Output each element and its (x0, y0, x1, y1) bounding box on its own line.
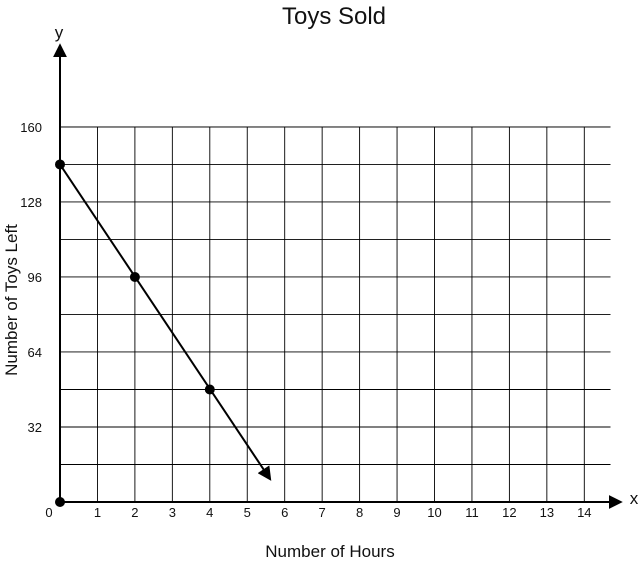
data-point (204, 384, 215, 395)
x-tick-label: 1 (94, 505, 101, 520)
series (55, 159, 272, 507)
data-point (55, 159, 65, 170)
x-tick-label: 9 (393, 505, 400, 520)
grid (60, 126, 611, 502)
y-axis-letter: y (55, 23, 64, 42)
origin-point (55, 497, 65, 507)
x-tick-label: 2 (131, 505, 138, 520)
x-tick-label: 12 (502, 505, 516, 520)
x-tick-label: 4 (206, 505, 213, 520)
x-axis-title: Number of Hours (265, 542, 394, 561)
y-tick-label: 160 (20, 120, 42, 135)
y-tick-label: 32 (28, 420, 42, 435)
chart-title: Toys Sold (282, 3, 386, 30)
data-point (129, 271, 140, 282)
y-tick-label: 128 (20, 195, 42, 210)
x-tick-label: 5 (244, 505, 251, 520)
x-tick-label: 10 (427, 505, 441, 520)
x-tick-label: 14 (577, 505, 591, 520)
axes (53, 43, 623, 509)
x-tick-label: 8 (356, 505, 363, 520)
x-tick-label: 11 (465, 505, 479, 520)
y-tick-label: 96 (28, 270, 42, 285)
x-tick-label: 13 (540, 505, 554, 520)
origin-label: 0 (45, 505, 52, 520)
y-axis-title: Number of Toys Left (2, 224, 21, 376)
y-tick-label: 64 (28, 345, 42, 360)
x-axis-letter: x (630, 489, 639, 508)
x-tick-label: 7 (319, 505, 326, 520)
x-tick-label: 6 (281, 505, 288, 520)
x-tick-label: 3 (169, 505, 176, 520)
series-line (59, 163, 272, 481)
